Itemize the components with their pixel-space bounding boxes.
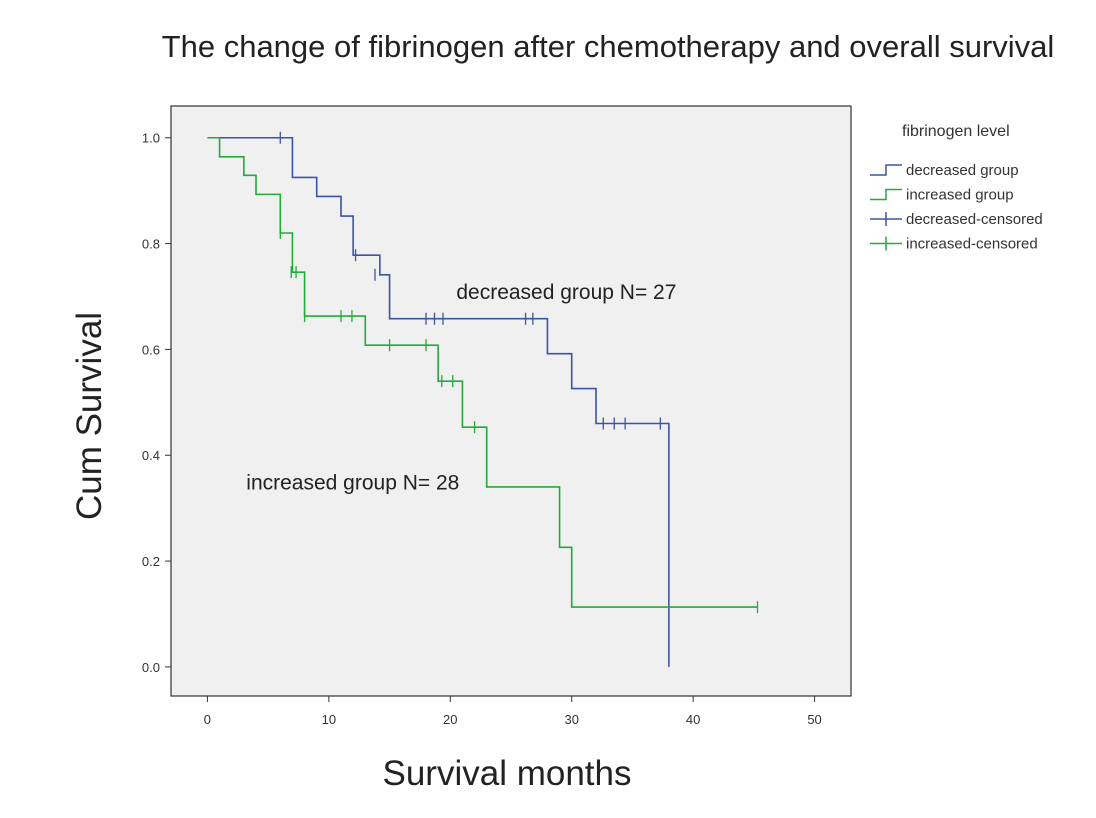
x-tick-label: 10 — [322, 712, 336, 727]
series-layer — [207, 131, 759, 667]
increased-group-legend-label: increased group — [906, 187, 1014, 204]
x-axis: 0 10 20 30 40 50 — [204, 696, 822, 727]
y-axis-title: Cum Survival — [70, 312, 109, 520]
y-axis: 0.0 0.2 0.4 0.6 0.8 1.0 — [142, 131, 171, 675]
plot-area — [170, 105, 852, 697]
legend-entries: decreased group increased group decreased-… — [870, 162, 1043, 253]
annotation-decreased: decreased group N= 27 — [456, 281, 676, 304]
x-tick-label: 20 — [443, 712, 457, 727]
legend: fibrinogen level decreased group increase… — [870, 123, 1043, 253]
legend-title: fibrinogen level — [902, 123, 1010, 140]
increased-group-legend-swatch — [870, 188, 902, 201]
decreased-group-legend-swatch — [870, 164, 902, 176]
x-tick-label: 40 — [686, 712, 700, 727]
y-tick-label: 0.0 — [142, 660, 160, 675]
x-tick-label: 0 — [204, 712, 211, 727]
x-tick-label: 30 — [564, 712, 578, 727]
y-tick-label: 1.0 — [142, 131, 160, 146]
annotation-increased: increased group N= 28 — [246, 472, 459, 495]
decreased-censored-legend-label: decreased-censored — [906, 211, 1043, 228]
y-tick-label: 0.8 — [142, 237, 160, 252]
y-tick-label: 0.2 — [142, 554, 160, 569]
x-tick-label: 50 — [807, 712, 821, 727]
x-axis-title: Survival months — [383, 754, 632, 793]
decreased-group-legend-label: decreased group — [906, 162, 1019, 179]
decreased-group-line — [207, 136, 670, 667]
chart-title: The change of fibrinogen after chemother… — [162, 29, 1055, 64]
increased-group-line — [207, 136, 758, 608]
y-tick-label: 0.6 — [142, 342, 160, 357]
increased-censored-legend-label: increased-censored — [906, 236, 1038, 253]
y-tick-label: 0.4 — [142, 448, 160, 463]
